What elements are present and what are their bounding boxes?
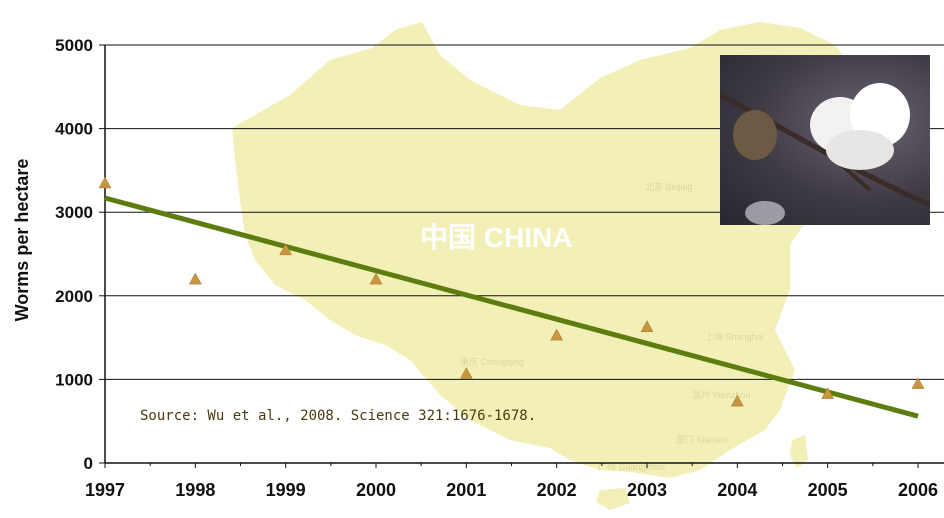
y-tick-label: 1000 [55,370,93,389]
city-label-wenzhou: 温州 Wenzhou [692,390,750,400]
data-point-2006 [911,377,925,389]
data-point-2005 [821,387,835,399]
blurred-boll [745,201,785,225]
trendline [104,195,919,419]
x-tick-label: 2001 [446,480,486,500]
closed-boll [733,110,777,160]
y-tick-label: 5000 [55,36,93,55]
y-tick-label: 3000 [55,203,93,222]
taiwan-island [790,435,808,468]
x-tick-label: 2006 [898,480,938,500]
cotton-boll-illustration [720,83,930,225]
y-tick-label: 2000 [55,287,93,306]
data-marks [98,176,925,419]
tick-labels: 0 1000 2000 3000 4000 5000 1997 1998 1999 2000 200… [55,36,938,500]
y-tick-label: 0 [84,454,93,473]
x-tick-label: 1998 [175,480,215,500]
x-tick-label: 2003 [627,480,667,500]
open-boll-bottom-lobe [826,130,894,170]
city-label-chongqing: 重庆 Chongqing [460,356,524,367]
x-tick-label: 1997 [85,480,125,500]
data-point-2003 [640,320,654,332]
x-tick-label: 2000 [356,480,396,500]
city-label-xiamen: 厦门 Xiamen [676,434,727,445]
data-point-2001 [459,367,473,379]
data-point-1998 [188,272,202,285]
data-point-2002 [550,328,564,341]
data-point-1999 [279,243,293,256]
y-axis-title: Worms per hectare [12,159,32,322]
y-axis-title-wrapper: Worms per hectare [12,159,32,322]
city-label-beijing: 北京 Beijing [645,181,693,192]
source-annotation: Source: Wu et al., 2008. Science 321:167… [140,408,536,424]
x-tick-label: 2002 [537,480,577,500]
city-label-guangzhou: 广州 Guangzhou [598,461,665,472]
hainan-island [596,488,630,510]
x-tick-label: 2004 [717,480,757,500]
axes [99,44,944,468]
x-tick-label: 2005 [808,480,848,500]
map-title: 中国 CHINA [420,222,572,253]
data-point-2000 [369,272,383,285]
data-point-1997 [98,176,112,189]
data-point-2004 [730,394,744,407]
y-tick-label: 4000 [55,120,93,139]
cotton-boll-photo [720,55,930,225]
x-tick-label: 1999 [266,480,306,500]
photo-stem [720,92,930,208]
city-label-shanghai: 上海 Shanghai [705,331,764,342]
